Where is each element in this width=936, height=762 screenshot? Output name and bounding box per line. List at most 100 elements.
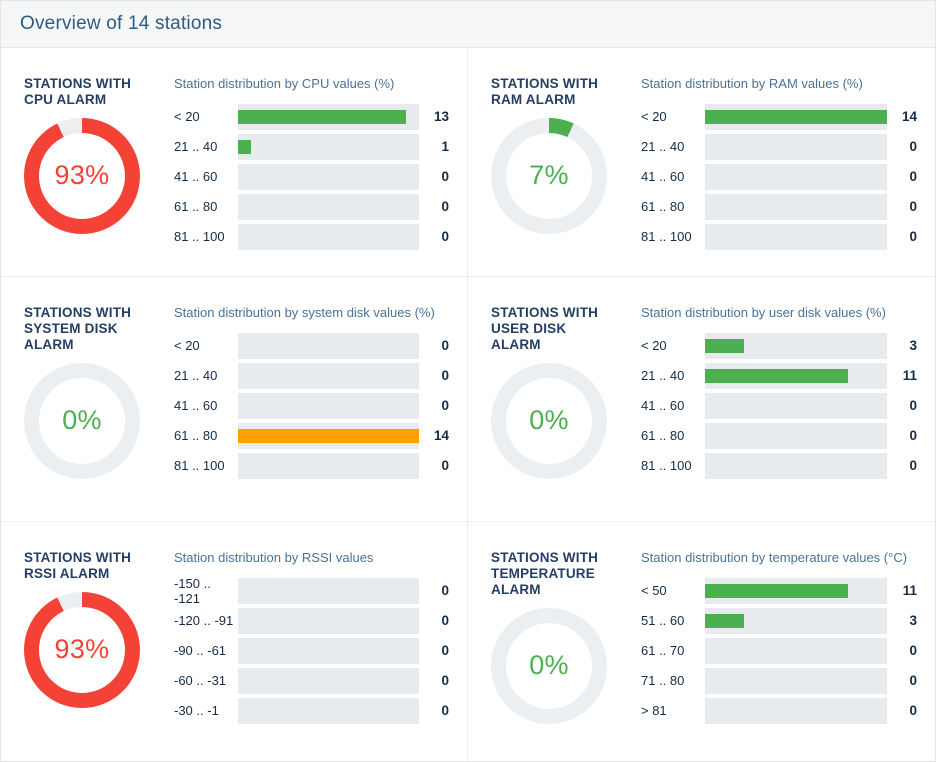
bar-track [705, 607, 887, 634]
bar-value: 0 [909, 673, 917, 689]
bar-fill [705, 613, 744, 628]
alarm-percent-donut-chart: 0% [491, 362, 607, 479]
bar-range-label: 51 .. 60 [641, 613, 685, 629]
distribution-chart-section: Station distribution by system disk valu… [174, 305, 449, 521]
bar-track [238, 392, 419, 419]
bar-range-label: < 20 [174, 109, 200, 125]
bar-track [705, 133, 887, 160]
bar-fill [238, 139, 251, 154]
distribution-chart-section: Station distribution by RAM values (%) <… [641, 76, 917, 276]
bar-range-label: 61 .. 80 [641, 199, 685, 215]
bar-value: 11 [902, 368, 917, 384]
bar-chart-row: 61 .. 80 14 [174, 421, 449, 451]
distribution-chart-section: Station distribution by temperature valu… [641, 550, 917, 761]
bar-range-label: 41 .. 60 [174, 398, 218, 414]
bar-chart-row: 71 .. 80 0 [641, 666, 917, 696]
alarm-percent-value: 93% [54, 160, 110, 191]
bar-range-label: 41 .. 60 [641, 398, 685, 414]
alarm-gauge-section: STATIONS WITH RAM ALARM 7% [491, 76, 641, 276]
bar-track [238, 193, 419, 220]
alarm-panel-title: STATIONS WITH SYSTEM DISK ALARM [24, 305, 132, 352]
station-alarm-panel: STATIONS WITH RSSI ALARM 93% Station dis… [1, 522, 468, 761]
bar-track [705, 577, 887, 604]
bar-chart-row: 81 .. 100 0 [641, 451, 917, 481]
bar-range-label: -150 .. -121 [174, 575, 211, 606]
bar-fill [705, 338, 744, 353]
alarm-percent-value: 0% [529, 405, 569, 436]
bar-chart-row: 21 .. 40 1 [174, 132, 449, 162]
bar-track [238, 697, 419, 724]
bar-value: 0 [441, 643, 449, 659]
alarm-panel-title: STATIONS WITH USER DISK ALARM [491, 305, 599, 352]
bar-chart: < 20 13 21 .. 40 1 41 .. 60 0 61 .. 80 0… [174, 102, 449, 252]
alarm-percent-value: 93% [54, 634, 110, 665]
bar-value: 11 [902, 583, 917, 599]
bar-range-label: < 20 [641, 109, 667, 125]
bar-track [705, 332, 887, 359]
bar-chart-row: 81 .. 100 0 [174, 451, 449, 481]
bar-range-label: -120 .. -91 [174, 613, 234, 629]
bar-chart-row: < 50 11 [641, 576, 917, 606]
bar-value: 0 [909, 199, 917, 215]
bar-value: 0 [441, 673, 449, 689]
bar-track [238, 422, 419, 449]
bar-range-label: 21 .. 40 [641, 139, 685, 155]
bar-range-label: 21 .. 40 [174, 139, 218, 155]
bar-value: 1 [441, 139, 449, 155]
bar-track [705, 193, 887, 220]
station-alarm-panel: STATIONS WITH RAM ALARM 7% Station distr… [468, 48, 935, 277]
bar-chart: < 50 11 51 .. 60 3 61 .. 70 0 71 .. 80 0… [641, 576, 917, 726]
bar-chart-title: Station distribution by CPU values (%) [174, 76, 395, 91]
bar-track [705, 667, 887, 694]
bar-range-label: -30 .. -1 [174, 703, 219, 719]
bar-track [238, 332, 419, 359]
bar-range-label: 81 .. 100 [174, 458, 225, 474]
bar-track [705, 452, 887, 479]
bar-value: 0 [441, 368, 449, 384]
bar-range-label: 41 .. 60 [174, 169, 218, 185]
bar-value: 0 [441, 613, 449, 629]
bar-range-label: < 20 [174, 338, 200, 354]
bar-range-label: < 50 [641, 583, 667, 599]
bar-track [705, 392, 887, 419]
donut-hole: 0% [506, 622, 592, 709]
bar-track [705, 637, 887, 664]
bar-range-label: 21 .. 40 [641, 368, 685, 384]
bar-value: 14 [901, 109, 917, 125]
bar-range-label: 61 .. 80 [174, 199, 218, 215]
bar-value: 0 [441, 398, 449, 414]
bar-value: 0 [909, 169, 917, 185]
bar-value: 0 [909, 643, 917, 659]
panels-grid: STATIONS WITH CPU ALARM 93% Station dist… [1, 48, 935, 761]
bar-track [238, 163, 419, 190]
station-alarm-panel: STATIONS WITH SYSTEM DISK ALARM 0% Stati… [1, 277, 468, 522]
bar-track [238, 103, 419, 130]
bar-range-label: < 20 [641, 338, 667, 354]
card-header: Overview of 14 stations [1, 1, 935, 48]
bar-fill [705, 109, 887, 124]
bar-range-label: -60 .. -31 [174, 673, 227, 689]
bar-chart-row: -120 .. -91 0 [174, 606, 449, 636]
bar-chart-row: 81 .. 100 0 [641, 222, 917, 252]
bar-chart-row: -30 .. -1 0 [174, 696, 449, 726]
bar-chart-row: > 81 0 [641, 696, 917, 726]
bar-value: 3 [909, 613, 917, 629]
alarm-percent-donut-chart: 7% [491, 117, 607, 234]
bar-value: 0 [909, 139, 917, 155]
bar-chart-row: < 20 3 [641, 331, 917, 361]
bar-value: 0 [909, 398, 917, 414]
bar-value: 0 [441, 199, 449, 215]
bar-chart-row: -90 .. -61 0 [174, 636, 449, 666]
bar-chart-row: 61 .. 80 0 [174, 192, 449, 222]
donut-hole: 93% [39, 132, 125, 219]
bar-chart: -150 .. -121 0 -120 .. -91 0 -90 .. -61 … [174, 576, 449, 726]
bar-track [238, 607, 419, 634]
bar-range-label: > 81 [641, 703, 667, 719]
alarm-gauge-section: STATIONS WITH TEMPERATURE ALARM 0% [491, 550, 641, 761]
bar-value: 0 [441, 458, 449, 474]
alarm-panel-title: STATIONS WITH RSSI ALARM [24, 550, 132, 581]
bar-value: 0 [909, 703, 917, 719]
bar-range-label: 61 .. 80 [174, 428, 218, 444]
bar-chart-title: Station distribution by RSSI values [174, 550, 374, 565]
